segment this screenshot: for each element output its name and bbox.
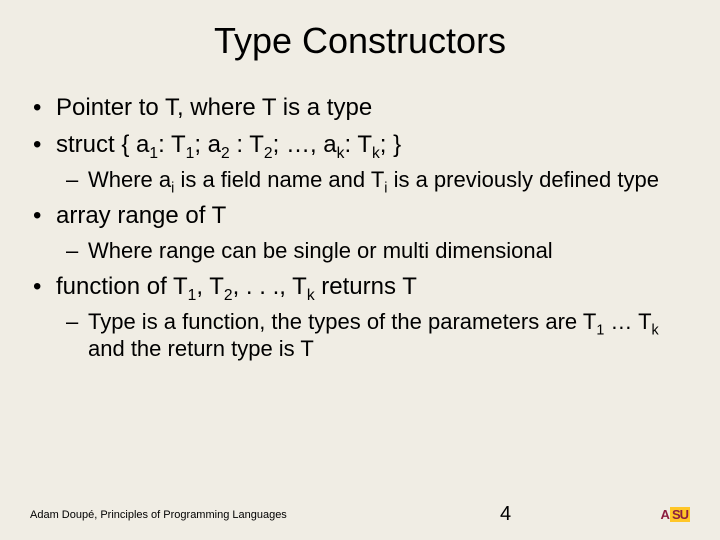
bullet-item-l1: struct { a1: T1; a2 : T2; …, ak: Tk; } xyxy=(30,129,690,160)
logo-su: SU xyxy=(670,507,690,522)
bullet-item-l2: Type is a function, the types of the par… xyxy=(30,308,690,363)
bullet-item-l2: Where ai is a field name and Ti is a pre… xyxy=(30,166,690,194)
slide-footer: Adam Doupé, Principles of Programming La… xyxy=(30,507,690,522)
bullet-item-l2: Where range can be single or multi dimen… xyxy=(30,237,690,265)
bullet-item-l1: array range of T xyxy=(30,200,690,231)
slide-title: Type Constructors xyxy=(30,20,690,62)
slide-body: Type Constructors Pointer to T, where T … xyxy=(0,0,720,363)
asu-logo: ASU xyxy=(661,507,690,522)
bullet-item-l1: Pointer to T, where T is a type xyxy=(30,92,690,123)
bullet-item-l1: function of T1, T2, . . ., Tk returns T xyxy=(30,271,690,302)
footer-attribution: Adam Doupé, Principles of Programming La… xyxy=(30,509,287,521)
bullet-list: Pointer to T, where T is a type struct { … xyxy=(30,92,690,363)
page-number: 4 xyxy=(500,503,511,526)
logo-a: A xyxy=(661,507,669,522)
